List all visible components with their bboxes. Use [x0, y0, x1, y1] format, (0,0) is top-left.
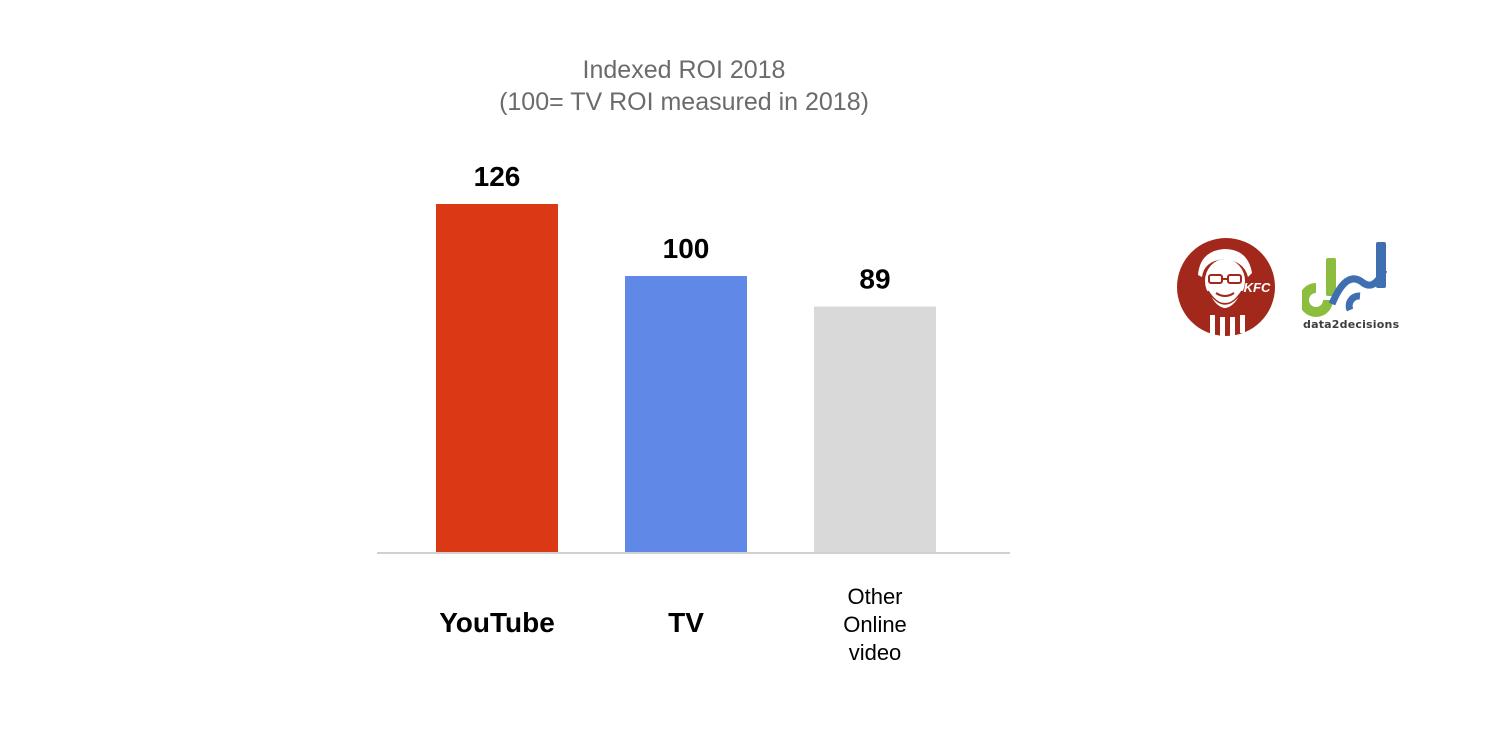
- data-label-2: 89: [859, 263, 890, 294]
- category-label-1: TV: [668, 607, 704, 638]
- data-label-1: 100: [663, 233, 710, 264]
- data-label-0: 126: [474, 161, 521, 192]
- kfc-logo: KFC: [1177, 238, 1275, 336]
- bar-0: [436, 204, 558, 553]
- data2decisions-logo-text: data2decisions: [1303, 318, 1400, 331]
- bar-1: [625, 276, 747, 553]
- category-label-0: YouTube: [439, 607, 555, 638]
- category-label-2: Other Online video: [843, 584, 907, 665]
- bar-2: [814, 306, 936, 553]
- data2decisions-logo: [1302, 242, 1388, 317]
- kfc-logo-text: KFC: [1244, 280, 1271, 295]
- chart-title: Indexed ROI 2018: [582, 56, 786, 84]
- chart-subtitle: (100= TV ROI measured in 2018): [499, 88, 869, 116]
